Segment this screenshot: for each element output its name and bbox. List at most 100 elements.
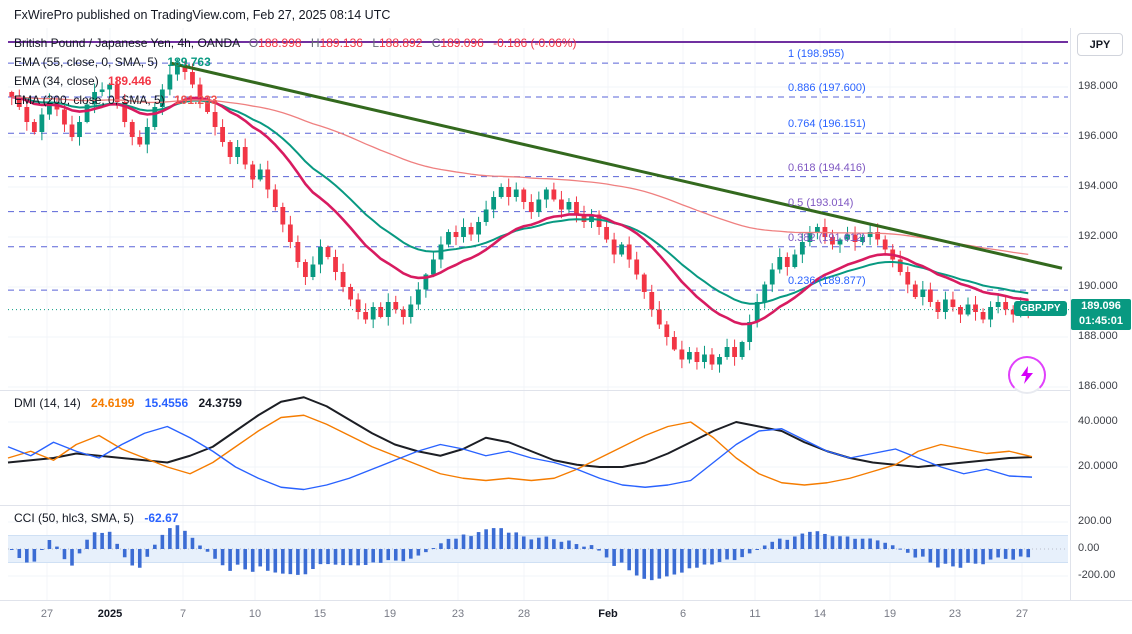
open-label: O	[248, 36, 259, 50]
cci-bar	[168, 528, 172, 549]
cci-bar	[371, 549, 375, 563]
dmi-legend-row[interactable]: DMI (14, 14) 24.6199 15.4556 24.3759	[14, 396, 242, 410]
fib-label: 0.886 (197.600)	[788, 82, 866, 94]
lightning-boost-button[interactable]	[1008, 356, 1046, 394]
indicator-legend-ema34[interactable]: EMA (34, close) 189.446	[14, 72, 577, 90]
cci-bar	[672, 549, 677, 575]
cci-bar	[469, 536, 473, 549]
candle-body	[220, 127, 225, 142]
cci-bar	[898, 548, 903, 550]
pane-separator[interactable]	[0, 390, 1132, 391]
fib-label: 0.618 (194.416)	[788, 161, 866, 174]
cci-bar	[529, 539, 534, 549]
symbol-flag-label: GBPJPY	[1014, 301, 1067, 316]
indicator-legend-ema55[interactable]: EMA (55, close, 0, SMA, 5) 189.763	[14, 53, 577, 71]
candle-body	[604, 227, 609, 240]
candle-body	[62, 109, 67, 125]
cci-bar	[461, 534, 466, 549]
candle-body	[69, 124, 75, 137]
candle-body	[784, 257, 790, 267]
currency-button[interactable]: JPY	[1077, 33, 1123, 56]
cci-bar	[265, 549, 270, 571]
cci-value: -62.67	[144, 511, 179, 525]
candle-body	[679, 349, 685, 360]
candle-body	[732, 347, 737, 357]
candle-body	[212, 112, 218, 127]
cci-bar	[883, 542, 887, 549]
cci-bar	[85, 539, 89, 549]
candle-body	[9, 92, 15, 97]
cci-bar	[40, 549, 44, 550]
time-axis-label: 27	[40, 608, 54, 620]
cci-bar	[868, 538, 872, 549]
candle-body	[694, 352, 700, 362]
cci-bar	[311, 549, 315, 570]
cci-bar	[649, 549, 654, 581]
candle-body	[378, 307, 384, 317]
cci-bar	[401, 549, 406, 562]
cci-bar	[905, 549, 910, 553]
candle-body	[702, 354, 707, 362]
indicator-legend-ema200[interactable]: EMA (200, close, 0, SMA, 5) 191.233	[14, 91, 577, 109]
cci-bar	[567, 540, 571, 549]
time-axis-label: 14	[813, 608, 827, 620]
cci-bar	[17, 549, 22, 558]
candle-body	[235, 147, 241, 157]
candle-body	[687, 352, 692, 360]
cci-bar	[62, 549, 67, 560]
price-axis-label: 198.000	[1078, 80, 1118, 92]
candle-body	[973, 304, 978, 312]
candle-body	[747, 322, 753, 342]
candle-body	[882, 239, 888, 250]
cci-bar	[424, 549, 428, 553]
cci-bar	[695, 549, 699, 568]
candle-body	[272, 189, 278, 207]
cci-bar	[416, 549, 421, 556]
candle-body	[641, 274, 647, 292]
candle-body	[340, 272, 346, 287]
candle-body	[792, 254, 798, 267]
price-axis-label: 188.000	[1078, 330, 1118, 342]
ema200-label: EMA (200, close, 0, SMA, 5)	[14, 93, 165, 107]
candle-body	[762, 284, 768, 302]
pane-separator[interactable]	[0, 505, 1132, 506]
ema34-value: 189.446	[108, 74, 152, 88]
candle-body	[897, 259, 903, 272]
cci-legend-row[interactable]: CCI (50, hlc3, SMA, 5) -62.67	[14, 511, 178, 525]
price-axis-label: 186.000	[1078, 380, 1118, 392]
cci-bar	[235, 549, 240, 565]
last-price-badge[interactable]: 189.096 01:45:01	[1071, 299, 1131, 330]
ema34-label: EMA (34, close)	[14, 74, 99, 88]
candle-body	[995, 302, 1001, 307]
cci-bar	[1011, 549, 1015, 560]
candle-body	[807, 232, 813, 242]
candle-body	[543, 189, 549, 200]
candle-body	[295, 242, 301, 262]
candle-body	[799, 242, 805, 255]
candle-body	[867, 232, 873, 237]
cci-bar	[717, 549, 722, 562]
cci-bar	[476, 532, 481, 549]
candle-body	[927, 289, 933, 302]
cci-bar	[988, 549, 993, 560]
cci-bar	[687, 549, 692, 569]
candle-body	[31, 122, 37, 132]
candle-body	[408, 304, 414, 317]
symbol-title[interactable]: British Pound / Japanese Yen, 4h, OANDA	[14, 36, 240, 50]
cci-bar	[574, 544, 579, 549]
candle-body	[129, 122, 135, 137]
cci-bar	[77, 549, 82, 554]
cci-bar	[243, 549, 247, 570]
candle-body	[182, 64, 188, 72]
candle-body	[845, 234, 850, 240]
time-axis-label: 10	[248, 608, 262, 620]
cci-bar	[552, 539, 556, 549]
cci-bar	[130, 549, 135, 566]
cci-bar	[747, 549, 752, 554]
symbol-legend-row[interactable]: British Pound / Japanese Yen, 4h, OANDA …	[14, 34, 577, 52]
candle-body	[99, 89, 105, 92]
cci-bar	[921, 549, 925, 557]
cci-bar	[604, 549, 609, 558]
dmi-legend-label: DMI (14, 14)	[14, 396, 81, 410]
